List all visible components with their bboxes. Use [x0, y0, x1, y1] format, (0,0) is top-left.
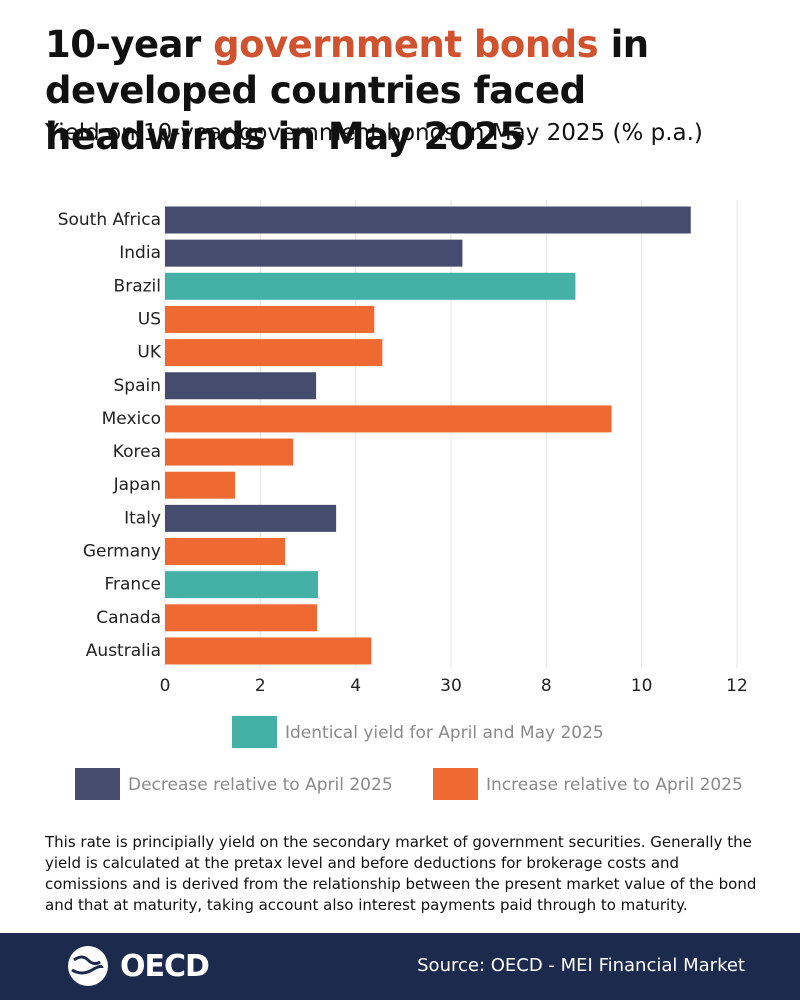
y-tick-label: US — [138, 309, 161, 329]
x-tick-label: 10 — [631, 676, 653, 696]
y-tick-label: Germany — [83, 542, 161, 562]
logo-globe — [68, 946, 108, 986]
bar — [165, 405, 612, 433]
y-tick-label: UK — [137, 343, 161, 363]
legend-label: Increase relative to April 2025 — [486, 775, 743, 795]
bar — [165, 206, 691, 234]
y-tick-label: India — [119, 243, 161, 263]
source: Source: OECD - MEI Financial Market — [417, 955, 745, 976]
y-tick-label: Canada — [96, 608, 161, 628]
y-tick-label: Japan — [113, 475, 161, 495]
x-tick-label: 30 — [440, 676, 462, 696]
title-part: 10-year — [45, 23, 214, 66]
legend-swatch — [433, 768, 478, 800]
bar — [165, 272, 576, 300]
x-tick-label: 4 — [350, 676, 361, 696]
bar — [165, 438, 294, 466]
chart: 0 2 4 30 8 10 12 South Africa India Brazil US UK Spa… — [58, 200, 748, 800]
y-tick-label: Italy — [124, 508, 161, 528]
x-tick-label: 2 — [255, 676, 266, 696]
title-part: in developed countries faced headwinds i… — [45, 23, 649, 158]
y-tick-label: Korea — [113, 442, 161, 462]
bar — [165, 471, 236, 499]
chart-title: 10-year government bonds in developed co… — [45, 22, 785, 160]
footer: OECD Source: OECD - MEI Financial Market — [0, 933, 800, 1000]
x-tick-label: 12 — [726, 676, 748, 696]
logo-text: OECD — [120, 949, 210, 984]
subtitle: Yield on 10-year government bonds in May… — [45, 120, 703, 146]
note: This rate is principially yield on the s… — [45, 833, 757, 914]
bar — [165, 339, 383, 367]
bar — [165, 305, 375, 333]
x-tick-label: 8 — [541, 676, 552, 696]
y-tick-label: Spain — [114, 376, 162, 396]
y-tick-label: Australia — [86, 641, 161, 661]
legend-swatch — [75, 768, 120, 800]
bar — [165, 372, 317, 400]
bar — [165, 239, 463, 267]
y-tick-label: Mexico — [102, 409, 161, 429]
y-tick-label: South Africa — [58, 210, 161, 230]
legend-label: Decrease relative to April 2025 — [128, 775, 393, 795]
y-tick-label: Brazil — [114, 276, 161, 296]
legend-label: Identical yield for April and May 2025 — [285, 723, 604, 743]
bar — [165, 637, 372, 665]
x-tick-label: 0 — [160, 676, 171, 696]
title-highlight: government bonds — [213, 23, 599, 66]
bar — [165, 538, 286, 565]
bar — [165, 571, 319, 599]
y-tick-label: France — [104, 575, 161, 595]
legend-swatch — [232, 716, 277, 748]
bar — [165, 604, 318, 632]
bar — [165, 504, 337, 532]
